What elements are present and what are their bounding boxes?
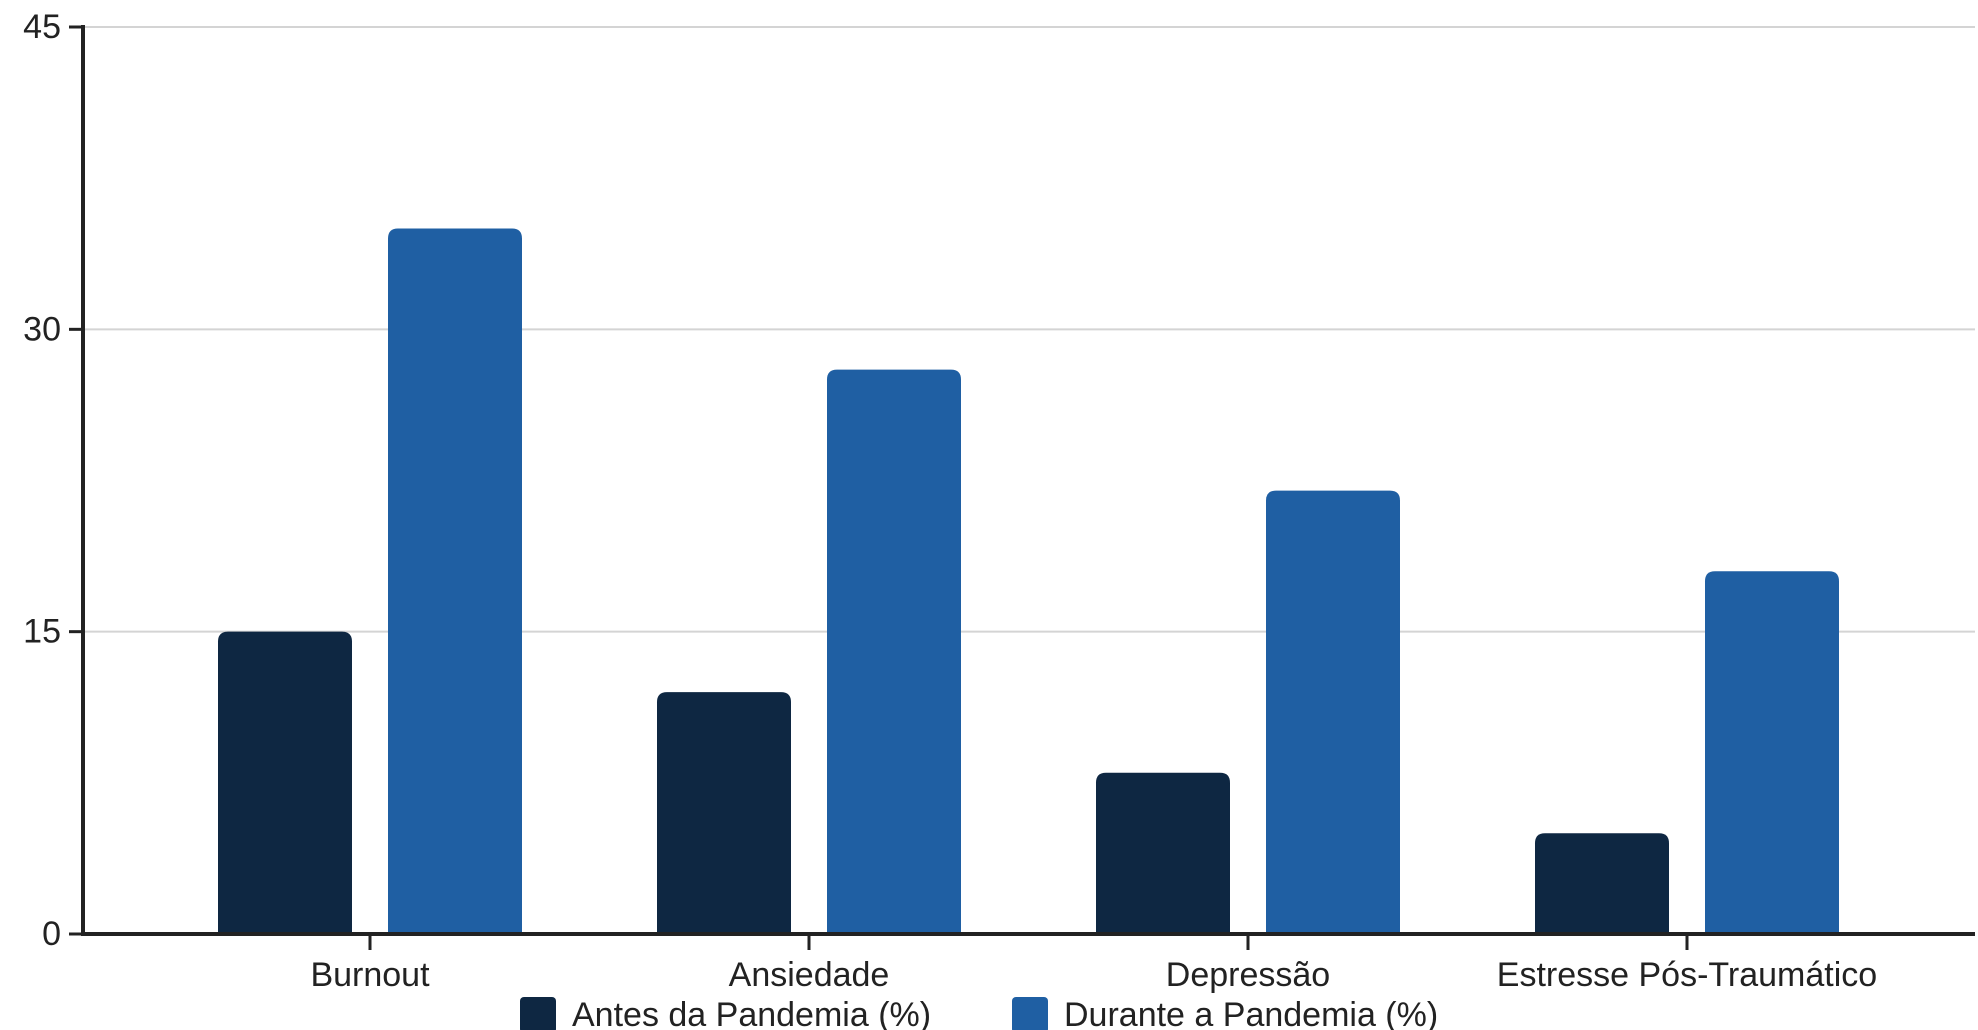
grid-lines xyxy=(83,26,1975,633)
bars xyxy=(218,228,1839,935)
bar-durante-0 xyxy=(388,228,522,935)
x-tick-label-1: Ansiedade xyxy=(729,956,890,994)
bar-antes-1 xyxy=(657,692,791,934)
bar-antes-0 xyxy=(218,631,352,934)
tick-labels: 0 15 30 45 Burnout Ansiedade Depressão Estresse… xyxy=(23,8,1877,994)
y-tick-label-0: 0 xyxy=(42,915,61,953)
y-tick-label-45: 45 xyxy=(23,8,61,46)
legend-label-1: Durante a Pandemia (%) xyxy=(1064,996,1438,1030)
bar-durante-2 xyxy=(1266,490,1400,934)
bar-durante-3 xyxy=(1705,571,1839,934)
y-tick-label-30: 30 xyxy=(23,310,61,348)
bar-durante-1 xyxy=(827,369,961,935)
x-tick-label-0: Burnout xyxy=(310,956,430,994)
x-tick-label-2: Depressão xyxy=(1166,956,1330,994)
legend-swatch-1 xyxy=(1012,997,1048,1030)
legend: Antes da Pandemia (%) Durante a Pandemia … xyxy=(520,996,1438,1030)
x-tick-label-3: Estresse Pós-Traumático xyxy=(1497,956,1877,994)
bar-antes-2 xyxy=(1096,772,1230,934)
bar-antes-3 xyxy=(1535,833,1669,934)
legend-label-0: Antes da Pandemia (%) xyxy=(572,996,931,1030)
legend-swatch-0 xyxy=(520,997,556,1030)
axes xyxy=(69,25,1975,950)
y-tick-label-15: 15 xyxy=(23,613,61,651)
